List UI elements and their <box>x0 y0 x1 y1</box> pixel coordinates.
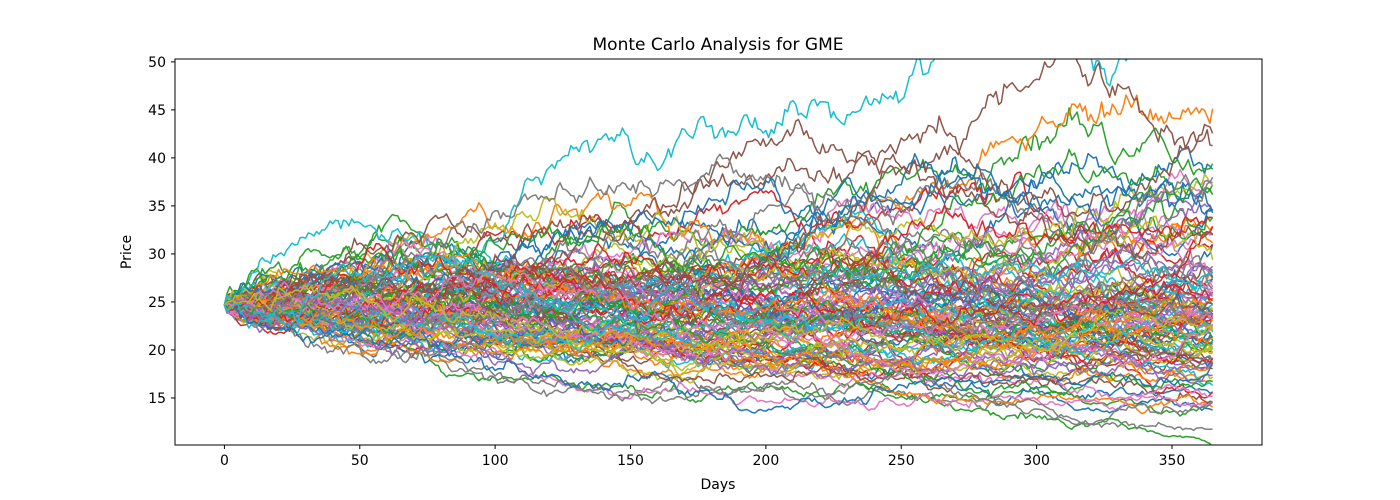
y-tick-label: 45 <box>148 103 166 119</box>
simulation-path <box>223 304 1212 445</box>
simulation-path <box>223 270 1214 365</box>
y-axis-label: Price <box>119 235 135 269</box>
simulation-path <box>223 159 1214 306</box>
simulation-path <box>223 289 1213 378</box>
chart-title: Monte Carlo Analysis for GME <box>593 35 844 55</box>
x-tick-label: 200 <box>753 453 780 469</box>
simulation-path <box>224 282 1213 393</box>
y-tick-label: 50 <box>148 55 166 71</box>
simulation-path <box>223 177 1214 317</box>
simulation-path <box>223 284 1214 342</box>
simulation-path <box>223 253 1214 336</box>
x-tick-label: 350 <box>1159 453 1186 469</box>
simulation-path <box>224 303 1214 426</box>
x-tick-label: 150 <box>617 453 644 469</box>
simulation-path <box>223 242 1213 333</box>
simulation-path <box>224 249 1214 334</box>
x-tick-label: 100 <box>482 453 509 469</box>
plot-spines <box>174 58 1263 446</box>
simulation-paths-layer <box>223 59 1214 445</box>
simulation-path <box>223 173 1213 336</box>
simulation-path <box>224 270 1214 377</box>
y-tick-label: 35 <box>148 199 166 215</box>
y-tick-label: 15 <box>148 391 166 407</box>
y-tick-label: 40 <box>148 151 166 167</box>
simulation-path <box>223 304 1214 414</box>
simulation-path <box>223 172 1214 326</box>
simulation-path <box>223 251 1213 322</box>
y-tick-label: 20 <box>148 343 166 359</box>
simulation-path <box>223 296 1214 360</box>
x-tick-label: 50 <box>351 453 369 469</box>
simulation-path <box>223 294 1213 370</box>
simulation-path <box>223 284 1214 372</box>
simulation-path <box>224 293 1213 397</box>
simulation-path <box>223 156 1214 306</box>
simulation-path <box>223 173 1214 317</box>
x-axis-label: Days <box>701 477 736 493</box>
y-tick-label: 30 <box>148 247 166 263</box>
x-tick-label: 250 <box>888 453 915 469</box>
y-tick-label: 25 <box>148 295 166 311</box>
x-tick-label: 0 <box>220 453 229 469</box>
simulation-path <box>223 115 1213 321</box>
simulation-path <box>223 278 1214 353</box>
simulation-path <box>223 261 1214 352</box>
axes-layer: 0 50 100 150 200 250 300 350 15 20 25 30 35 40 45 50 <box>148 55 1263 469</box>
x-tick-label: 300 <box>1023 453 1050 469</box>
